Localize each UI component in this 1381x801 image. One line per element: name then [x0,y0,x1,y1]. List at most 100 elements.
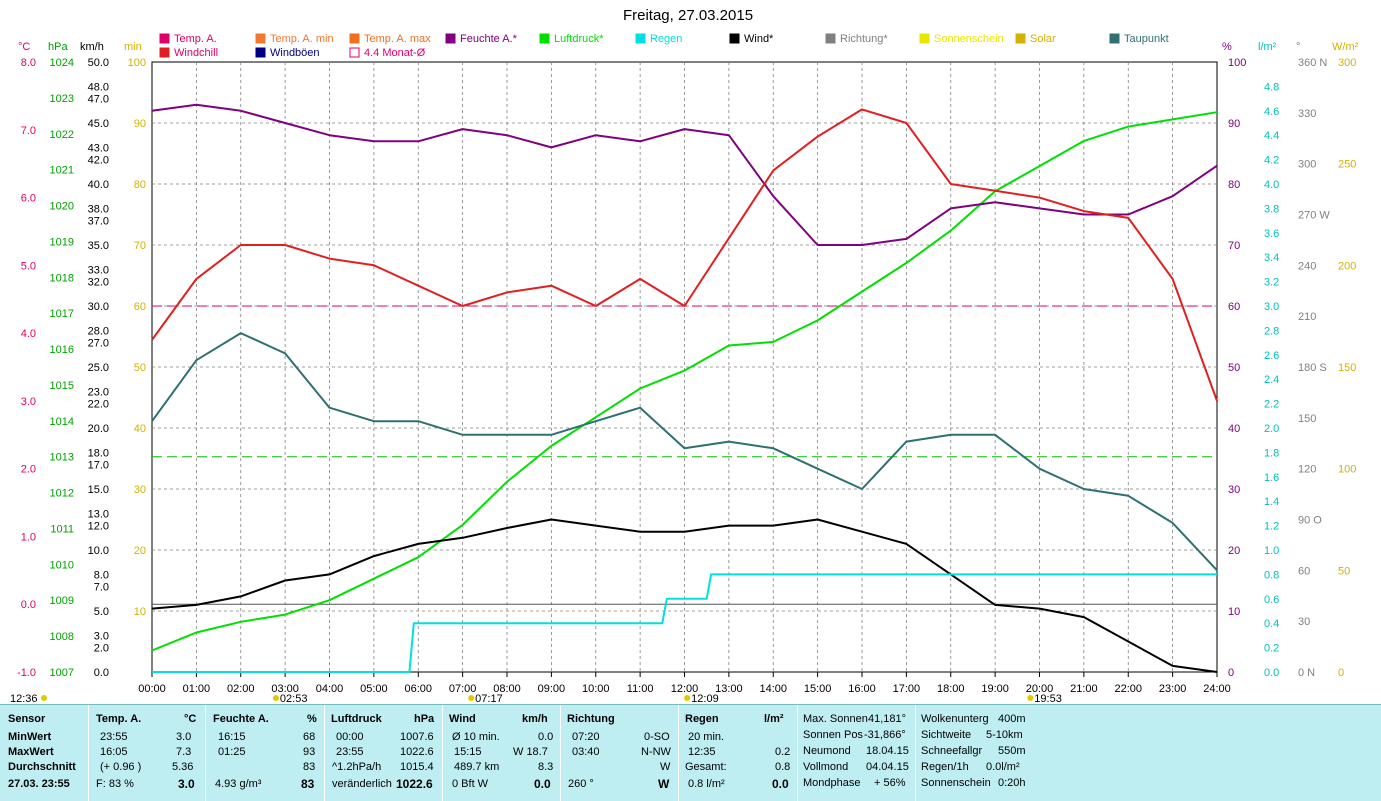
x-tick-label: 10:00 [582,683,610,695]
humidity-tick: 10 [1228,606,1240,618]
wind-r2-val: W 18.7 [513,746,548,758]
direction-header: Richtung [567,713,615,725]
humidity-tick: 70 [1228,240,1240,252]
humidity-last-val: 83 [301,778,314,790]
wind-r3-label: 489.7 km [454,761,499,773]
legend-label: Windböen [270,47,320,59]
legend-swatch [826,34,835,43]
legend-label: Temp. A. [174,33,217,45]
wind-tick: 7.0 [94,582,109,594]
wind-r3-val: 8.3 [538,761,553,773]
sun-icon [273,695,279,701]
direction-tick: 30 [1298,616,1310,628]
direction-tick: 210 [1298,311,1316,323]
wind-tick: 2.0 [94,643,109,655]
rain-tick: 1.6 [1264,472,1279,484]
unit-wind: km/h [80,41,104,53]
rain-tick: 3.8 [1264,203,1279,215]
rain-header: Regen [685,713,719,725]
direction-tick: 120 [1298,464,1316,476]
direction-r2-val: N-NW [641,746,671,758]
wind-tick: 10.0 [88,545,109,557]
sun-r3-label: Neumond [803,745,851,757]
min-tick: 50 [134,362,146,374]
legend-swatch [636,34,645,43]
pressure-tick: 1016 [50,344,74,356]
temp-tick: 4.0 [21,328,36,340]
wind-tick: 22.0 [88,399,109,411]
min-tick: 40 [134,423,146,435]
pressure-max-time: 23:55 [336,746,364,758]
left-axes: 8.07.06.05.04.03.02.01.00.0-1.0102410231… [17,57,146,679]
sun-r1-label: Max. Sonnen [803,713,868,725]
legend-swatch [160,48,169,57]
pressure-tick: 1012 [50,488,74,500]
x-tick-label: 19:00 [981,683,1009,695]
wind-tick: 28.0 [88,325,109,337]
solar-tick: 50 [1338,565,1350,577]
misc-r1-val: 400m [998,713,1026,725]
pressure-last-note: veränderlich [332,778,392,790]
wind-r4-val: 0.0 [534,778,551,790]
misc-r5-label: Sonnenschein [921,777,991,789]
pressure-tick: 1008 [50,631,74,643]
temp-max-val: 7.3 [176,746,191,758]
legend-swatch [160,34,169,43]
rain-tick: 1.2 [1264,521,1279,533]
unit-rain: l/m² [1258,41,1277,53]
wind-tick: 3.0 [94,630,109,642]
wind-tick: 38.0 [88,203,109,215]
legend-swatch [446,34,455,43]
rain-tick: 4.2 [1264,155,1279,167]
humidity-tick: 100 [1228,57,1246,69]
min-tick: 100 [128,57,146,69]
chart-title: Freitag, 27.03.2015 [623,7,753,24]
x-tick-label: 00:00 [138,683,166,695]
misc-r2-label: Sichtweite [921,729,971,741]
wind-r1-label: Ø 10 min. [452,731,500,743]
misc-r3-val: 550m [998,745,1026,757]
rain-r3-label: Gesamt: [685,761,727,773]
humidity-tick: 80 [1228,179,1240,191]
temp-min-val: 3.0 [176,731,191,743]
rain-tick: 2.2 [1264,399,1279,411]
direction-r1-label: 07:20 [572,731,600,743]
wind-tick: 25.0 [88,362,109,374]
temp-tick: 0.0 [21,599,36,611]
wind-header: Wind [449,713,476,725]
wind-tick: 32.0 [88,277,109,289]
direction-r1-val: 0-SO [644,731,670,743]
rain-r3-val: 0.8 [775,761,790,773]
direction-r2-label: 03:40 [572,746,600,758]
direction-tick: 0 N [1298,667,1315,679]
x-tick-label: 23:00 [1159,683,1187,695]
wind-tick: 42.0 [88,155,109,167]
rain-tick: 4.8 [1264,81,1279,93]
temp-last-val: 3.0 [178,778,195,790]
sun-r5-label: Mondphase [803,777,861,789]
humidity-max-val: 93 [303,746,315,758]
misc-r5-val: 0:20h [998,777,1026,789]
legend-label: Luftdruck* [554,33,604,45]
legend-swatch [1110,34,1119,43]
wind-tick: 13.0 [88,508,109,520]
wind-tick: 35.0 [88,240,109,252]
rain-tick: 2.4 [1264,374,1279,386]
sun-time: 19:53 [1034,693,1062,704]
pressure-tick: 1015 [50,380,74,392]
pressure-min-time: 00:00 [336,731,364,743]
pressure-header: Luftdruck [331,713,382,725]
unit-humidity: % [1222,41,1232,53]
wind-tick: 47.0 [88,94,109,106]
wind-tick: 50.0 [88,57,109,69]
pressure-tick: 1013 [50,452,74,464]
wind-tick: 20.0 [88,423,109,435]
legend-label: Regen [650,33,682,45]
rain-unit: l/m² [764,713,784,725]
wind-tick: 48.0 [88,81,109,93]
temp-tick: 5.0 [21,260,36,272]
min-tick: 30 [134,484,146,496]
wind-tick: 37.0 [88,216,109,228]
pressure-tick: 1018 [50,272,74,284]
pressure-tick: 1011 [50,523,74,535]
